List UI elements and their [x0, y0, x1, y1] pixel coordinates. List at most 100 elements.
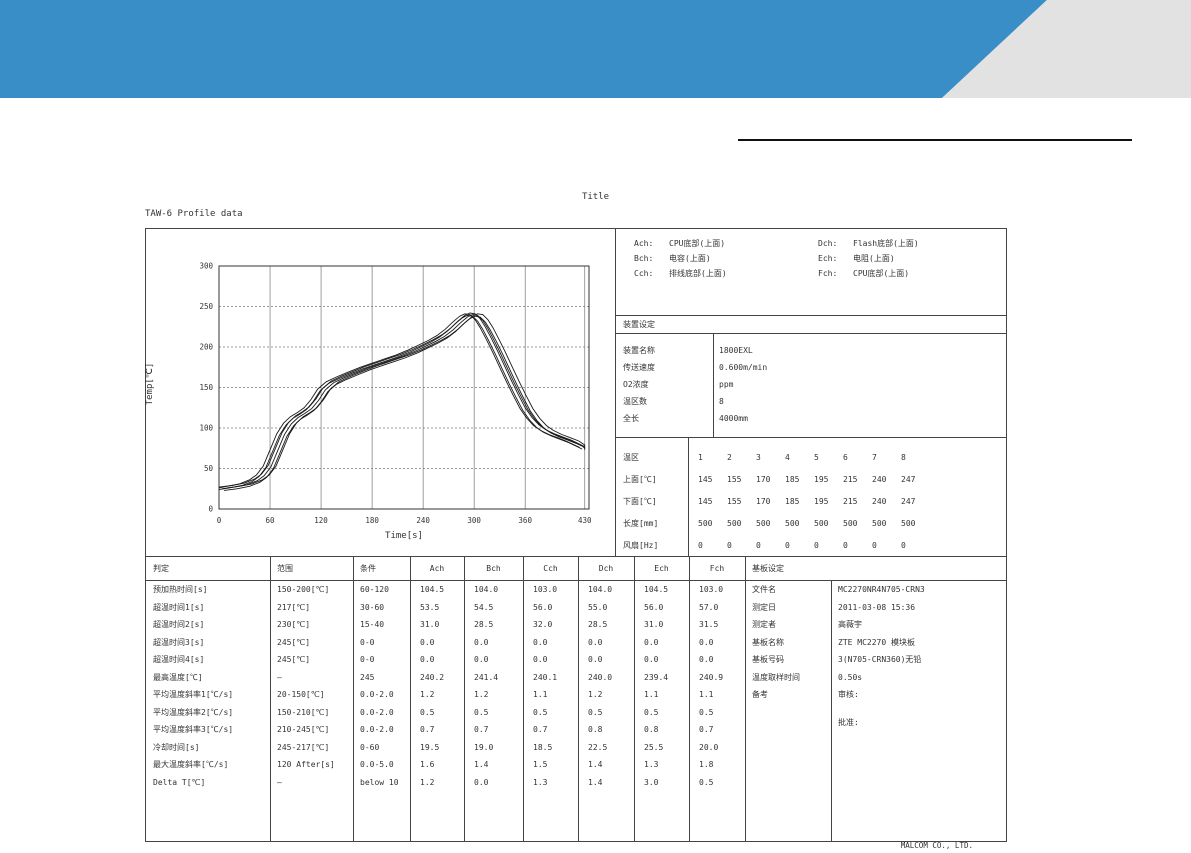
measurement-row-range: 20-150[℃]	[277, 690, 325, 699]
substrate-row-label: 基板号码	[752, 655, 784, 664]
device-setting-value: ppm	[719, 380, 734, 389]
measurement-row-label: 最高温度[℃]	[153, 672, 203, 682]
zone-cell: 500	[872, 519, 887, 528]
zone-cell: 500	[843, 519, 858, 528]
measurement-row-label: 平均温度斜率1[℃/s]	[153, 690, 234, 699]
zone-cell: 170	[756, 497, 771, 506]
zone-row-label: 风扇[Hz]	[623, 541, 659, 550]
measurement-cell: 0.0	[474, 777, 489, 787]
measurement-row-label: 平均温度斜率2[℃/s]	[153, 707, 234, 717]
measurement-cell: 1.4	[474, 760, 489, 769]
substrate-row-label: 测定者	[752, 620, 776, 629]
measurement-row-label: 预加热时间[s]	[153, 585, 208, 594]
x-tick-label: 180	[365, 516, 379, 525]
measurement-cell: 0.8	[588, 725, 603, 734]
measurement-row-cond: below 10	[360, 777, 399, 787]
measurement-cell: 1.2	[474, 690, 489, 699]
measurement-row-range: 245-217[℃]	[277, 742, 330, 752]
measurement-cell: 0.0	[533, 655, 548, 664]
header-underline	[738, 139, 1132, 141]
measurement-row-cond: 0-0	[360, 637, 375, 647]
zone-cell: 3	[756, 453, 761, 462]
zone-cell: 195	[814, 475, 829, 484]
measurement-column-line	[523, 557, 524, 842]
measurement-cell: 32.0	[533, 620, 553, 629]
measurement-table: 基板设定 判定 范围 条件 Ach Bch Cch Dch Ech Fch 预加热时间[s] 150…	[146, 556, 1006, 842]
measurement-column-line	[634, 557, 635, 842]
channel-legend-box: Ach: CPU底部(上面) Bch: 电容(上面) Cch: 排线底部(上面) Dch: F…	[615, 229, 1006, 316]
measurement-cell: 53.5	[420, 602, 440, 612]
substrate-row-value: 高薇宇	[838, 620, 862, 629]
zone-cell: 195	[814, 497, 829, 506]
measurement-cell: 22.5	[588, 742, 608, 752]
measurement-cell: 0.0	[420, 655, 435, 664]
zone-cell: 0	[785, 541, 790, 550]
page-title: Title	[581, 192, 610, 202]
measurement-column-line	[353, 557, 354, 842]
zone-cell: 1	[698, 453, 703, 462]
measurement-cell: 104.0	[588, 585, 613, 594]
zone-row-label: 上面[℃]	[623, 475, 657, 484]
measurement-cell: 239.4	[644, 672, 669, 682]
measurement-row-range: 150-200[℃]	[277, 585, 330, 594]
zone-cell: 0	[901, 541, 906, 550]
measurement-header-Dch: Dch	[598, 564, 614, 573]
legend-channel-key: Dch:	[818, 239, 838, 248]
zone-cell: 2	[727, 453, 732, 462]
zone-cell: 170	[756, 475, 771, 484]
measurement-row-cond: 245	[360, 672, 375, 682]
measurement-cell: 18.5	[533, 742, 553, 752]
measurement-row-cond: 0.0-5.0	[360, 760, 394, 769]
zone-cell: 0	[814, 541, 819, 550]
substrate-row-value: 审核:	[838, 690, 859, 699]
measurement-column-line	[745, 557, 746, 842]
zone-cell: 500	[901, 519, 916, 528]
substrate-column-line	[831, 580, 832, 842]
measurement-cell: 0.0	[533, 637, 548, 647]
zone-cell: 7	[872, 453, 877, 462]
x-tick-label: 0	[217, 516, 222, 525]
substrate-settings-header: 基板设定	[752, 564, 784, 573]
measurement-column-line	[464, 557, 465, 842]
x-tick-label: 60	[266, 516, 276, 525]
legend-channel-key: Ech:	[818, 254, 838, 263]
measurement-header-Cch: Cch	[543, 564, 558, 573]
zone-cell: 0	[872, 541, 877, 550]
measurement-cell: 0.0	[474, 637, 489, 647]
measurement-header-range: 范围	[277, 564, 293, 573]
zone-row-label: 长度[mm]	[623, 519, 659, 528]
zone-cell: 240	[872, 497, 887, 506]
measurement-cell: 25.5	[644, 742, 664, 752]
zone-cell: 145	[698, 497, 713, 506]
measurement-column-line	[410, 557, 411, 842]
zone-cell: 0	[756, 541, 761, 550]
substrate-row-label: 备考	[752, 690, 768, 699]
measurement-cell: 56.0	[533, 602, 553, 612]
zone-cell: 6	[843, 453, 848, 462]
y-tick-label: 50	[204, 464, 214, 473]
measurement-cell: 1.1	[533, 690, 548, 699]
substrate-row-value: MC2270NR4N705-CRN3	[838, 585, 925, 594]
measurement-row-cond: 30-60	[360, 602, 385, 612]
measurement-cell: 0.7	[533, 725, 548, 734]
y-tick-label: 100	[199, 424, 213, 433]
measurement-cell: 240.9	[699, 672, 724, 682]
measurement-header-Ach: Ach	[429, 564, 445, 573]
measurement-row-range: 230[℃]	[277, 620, 311, 629]
profile-curve-Cch	[218, 312, 585, 488]
legend-channel-label: CPU底部(上面)	[669, 239, 726, 248]
substrate-row-label: 基板名称	[752, 637, 784, 647]
zone-cell: 215	[843, 475, 858, 484]
measurement-row-cond: 60-120	[360, 585, 389, 594]
zone-cell: 155	[727, 475, 742, 484]
measurement-cell: 1.1	[644, 690, 659, 699]
device-setting-label: 全长	[623, 414, 639, 423]
measurement-cell: 103.0	[533, 585, 558, 594]
measurement-cell: 3.0	[644, 777, 659, 787]
measurement-cell: 55.0	[588, 602, 608, 612]
measurement-cell: 240.1	[533, 672, 558, 682]
y-tick-label: 300	[199, 262, 213, 271]
substrate-row-value: ZTE MC2270 模块板	[838, 637, 915, 647]
x-axis-label: Time[s]	[385, 531, 423, 541]
